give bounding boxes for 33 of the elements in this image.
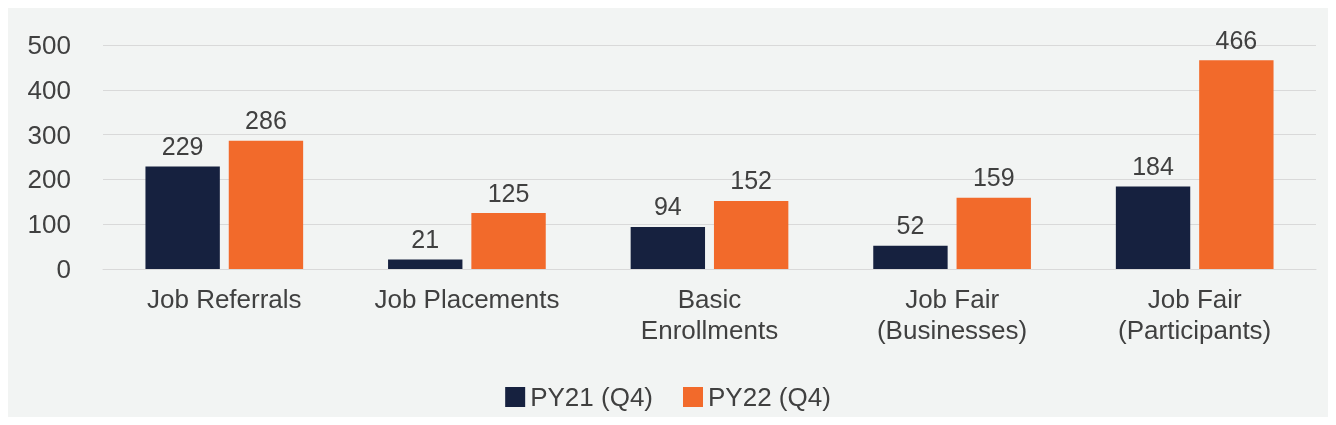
x-tick-label: Job Fair (Participants) bbox=[1118, 283, 1272, 345]
x-tick-label: Job Placements bbox=[374, 283, 560, 314]
legend-label: PY21 (Q4) bbox=[530, 382, 653, 412]
bar bbox=[388, 259, 463, 269]
data-label: 52 bbox=[896, 211, 925, 240]
bar bbox=[228, 140, 304, 269]
bar bbox=[1199, 60, 1274, 269]
y-tick-label: 200 bbox=[27, 164, 71, 195]
bar bbox=[873, 245, 948, 269]
data-label: 466 bbox=[1215, 25, 1258, 54]
legend-label: PY22 (Q4) bbox=[708, 382, 831, 412]
y-tick-label: 500 bbox=[27, 30, 71, 60]
bar bbox=[630, 226, 706, 269]
bar bbox=[145, 166, 220, 269]
y-tick-label: 100 bbox=[27, 209, 71, 240]
y-tick-label: 0 bbox=[56, 254, 71, 284]
data-label: 184 bbox=[1132, 152, 1174, 181]
bar bbox=[713, 200, 789, 269]
data-label: 229 bbox=[161, 131, 204, 160]
y-tick-label: 300 bbox=[27, 119, 71, 150]
x-tick-label: Job Referrals bbox=[146, 283, 302, 314]
y-tick-label: 400 bbox=[27, 74, 71, 105]
data-label: 152 bbox=[730, 166, 773, 195]
x-tick-label: Basic Enrollments bbox=[640, 283, 779, 345]
bar bbox=[1115, 186, 1191, 269]
data-label: 286 bbox=[245, 106, 287, 135]
data-label: 94 bbox=[653, 192, 682, 221]
bar bbox=[956, 197, 1031, 269]
data-label: 159 bbox=[972, 163, 1015, 192]
data-label: 125 bbox=[487, 178, 530, 207]
x-tick-label: Job Fair (Businesses) bbox=[876, 283, 1028, 345]
data-label: 21 bbox=[411, 225, 440, 254]
bar bbox=[471, 213, 546, 269]
